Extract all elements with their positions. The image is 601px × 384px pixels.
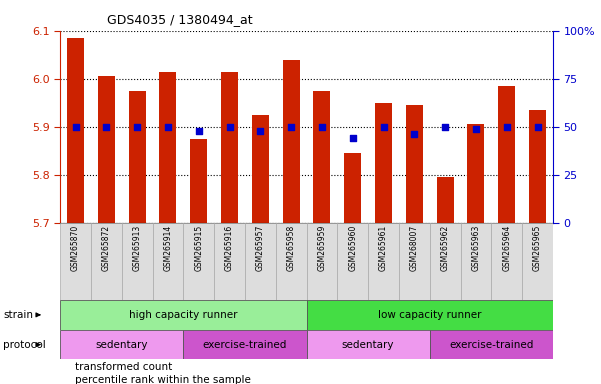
Text: high capacity runner: high capacity runner	[129, 310, 237, 320]
FancyBboxPatch shape	[214, 223, 245, 300]
Point	[502, 124, 511, 130]
Text: strain: strain	[3, 310, 33, 320]
FancyBboxPatch shape	[522, 223, 553, 300]
Text: GSM265915: GSM265915	[194, 225, 203, 271]
Bar	[314, 91, 331, 223]
Text: exercise-trained: exercise-trained	[449, 339, 534, 350]
FancyBboxPatch shape	[399, 223, 430, 300]
FancyBboxPatch shape	[183, 330, 307, 359]
Point	[409, 131, 419, 137]
FancyBboxPatch shape	[307, 330, 430, 359]
FancyBboxPatch shape	[307, 300, 553, 330]
Text: GSM265963: GSM265963	[471, 225, 480, 271]
FancyBboxPatch shape	[60, 300, 307, 330]
Point	[102, 124, 111, 130]
Text: GSM265960: GSM265960	[348, 225, 357, 271]
Bar	[221, 71, 238, 223]
Bar	[252, 115, 269, 223]
FancyBboxPatch shape	[460, 223, 492, 300]
FancyBboxPatch shape	[492, 223, 522, 300]
Bar	[375, 103, 392, 223]
Text: GDS4035 / 1380494_at: GDS4035 / 1380494_at	[108, 13, 253, 26]
FancyBboxPatch shape	[183, 223, 214, 300]
FancyBboxPatch shape	[430, 223, 460, 300]
Point	[163, 124, 172, 130]
Text: GSM265964: GSM265964	[502, 225, 511, 271]
FancyBboxPatch shape	[430, 330, 553, 359]
FancyBboxPatch shape	[307, 223, 337, 300]
Point	[317, 124, 327, 130]
Point	[225, 124, 234, 130]
Bar	[159, 71, 176, 223]
Text: GSM265959: GSM265959	[317, 225, 326, 271]
Text: GSM265958: GSM265958	[287, 225, 296, 271]
Text: GSM265962: GSM265962	[441, 225, 450, 271]
Text: GSM265870: GSM265870	[71, 225, 80, 271]
Point	[286, 124, 296, 130]
FancyBboxPatch shape	[153, 223, 183, 300]
Text: GSM265872: GSM265872	[102, 225, 111, 271]
Point	[132, 124, 142, 130]
Text: sedentary: sedentary	[342, 339, 394, 350]
Text: GSM265914: GSM265914	[163, 225, 172, 271]
Point	[348, 135, 358, 141]
Text: exercise-trained: exercise-trained	[203, 339, 287, 350]
Bar	[129, 91, 145, 223]
Text: percentile rank within the sample: percentile rank within the sample	[75, 375, 251, 384]
Bar	[498, 86, 515, 223]
FancyBboxPatch shape	[276, 223, 307, 300]
FancyBboxPatch shape	[60, 223, 91, 300]
Text: transformed count: transformed count	[75, 362, 172, 372]
Point	[255, 127, 265, 134]
Bar	[282, 60, 299, 223]
Bar	[344, 153, 361, 223]
Text: GSM265961: GSM265961	[379, 225, 388, 271]
Text: sedentary: sedentary	[96, 339, 148, 350]
FancyBboxPatch shape	[121, 223, 153, 300]
Point	[379, 124, 388, 130]
Point	[194, 127, 204, 134]
Bar	[406, 105, 423, 223]
FancyBboxPatch shape	[337, 223, 368, 300]
Text: low capacity runner: low capacity runner	[378, 310, 481, 320]
Point	[71, 124, 81, 130]
Bar	[191, 139, 207, 223]
Bar	[437, 177, 454, 223]
Bar	[529, 110, 546, 223]
FancyBboxPatch shape	[368, 223, 399, 300]
Text: GSM265913: GSM265913	[133, 225, 142, 271]
Point	[532, 124, 542, 130]
Text: GSM268007: GSM268007	[410, 225, 419, 271]
Text: GSM265957: GSM265957	[256, 225, 265, 271]
FancyBboxPatch shape	[245, 223, 276, 300]
Bar	[468, 124, 484, 223]
Text: GSM265965: GSM265965	[533, 225, 542, 271]
Text: protocol: protocol	[3, 339, 46, 350]
Text: GSM265916: GSM265916	[225, 225, 234, 271]
Bar	[98, 76, 115, 223]
Point	[441, 124, 450, 130]
FancyBboxPatch shape	[60, 330, 183, 359]
FancyBboxPatch shape	[91, 223, 121, 300]
Bar	[67, 38, 84, 223]
Point	[471, 126, 481, 132]
